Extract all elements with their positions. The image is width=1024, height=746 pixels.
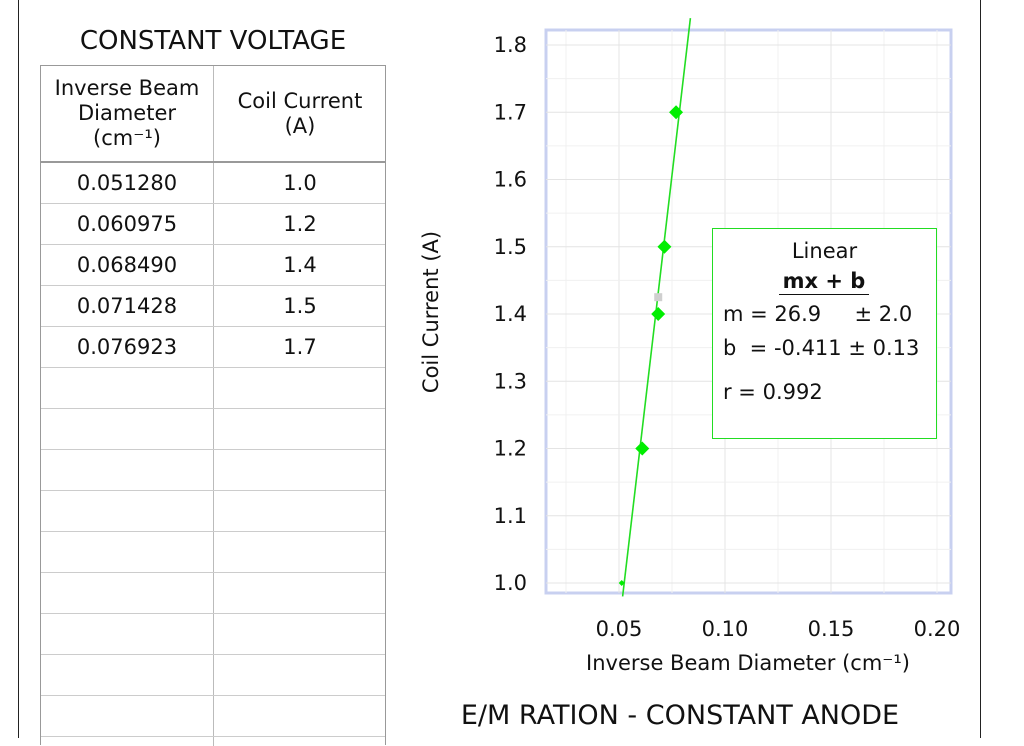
table-row[interactable]	[41, 450, 385, 491]
cell-coil-current[interactable]: 1.4	[283, 253, 317, 277]
data-point	[651, 307, 666, 321]
table-row[interactable]	[41, 573, 385, 614]
y-tick-label: 1.1	[494, 504, 527, 528]
fit-line	[621, 18, 692, 597]
y-tick-label: 1.0	[494, 571, 527, 595]
table-row[interactable]	[41, 368, 385, 409]
x-tick-label: 0.15	[808, 617, 855, 641]
x-axis-label: Inverse Beam Diameter (cm⁻¹)	[586, 651, 910, 675]
cell-coil-current[interactable]: 1.7	[283, 335, 317, 359]
column-divider	[213, 66, 214, 746]
page-edge-right	[980, 0, 981, 738]
cell-coil-current[interactable]: 1.2	[283, 212, 317, 236]
cell-inverse-diameter[interactable]: 0.060975	[76, 212, 178, 236]
table-title: CONSTANT VOLTAGE	[79, 26, 347, 56]
y-tick-label: 1.2	[494, 437, 527, 461]
table-row[interactable]	[41, 409, 385, 450]
cell-coil-current[interactable]: 1.5	[283, 294, 317, 318]
table-row[interactable]: 0.060975 1.2	[41, 204, 385, 245]
fit-slope: m = 26.9 ± 2.0	[723, 302, 913, 326]
table-row[interactable]	[41, 614, 385, 655]
table-row[interactable]	[41, 655, 385, 696]
cell-coil-current[interactable]: 1.0	[283, 171, 317, 195]
page-edge-left	[18, 0, 19, 738]
chart-title: E/M RATION - CONSTANT ANODE	[460, 700, 900, 731]
table-row[interactable]: 0.071428 1.5	[41, 286, 385, 327]
data-table[interactable]: Inverse Beam Diameter (cm⁻¹) Coil Current(…	[40, 65, 386, 746]
cell-inverse-diameter[interactable]: 0.051280	[76, 171, 178, 195]
fit-box[interactable]: Linear mx + b m = 26.9 ± 2.0 b = -0.411 …	[712, 228, 937, 439]
y-tick-label: 1.4	[494, 302, 527, 326]
table-row[interactable]	[41, 532, 385, 573]
data-point	[635, 441, 650, 456]
table-row[interactable]	[41, 491, 385, 532]
fit-correlation: r = 0.992	[723, 380, 823, 404]
x-tick-label: 0.10	[702, 617, 749, 641]
x-tick-label: 0.20	[914, 617, 961, 641]
header-inverse-beam-diameter[interactable]: Inverse Beam Diameter (cm⁻¹)	[54, 76, 200, 150]
y-axis-label: Coil Current (A)	[419, 231, 443, 393]
y-tick-label: 1.6	[494, 168, 527, 192]
fit-intercept: b = -0.411 ± 0.13	[723, 336, 920, 360]
data-point	[669, 105, 684, 120]
cell-inverse-diameter[interactable]: 0.071428	[76, 294, 178, 318]
fit-type: Linear	[791, 239, 858, 263]
table-row[interactable]: 0.068490 1.4	[41, 245, 385, 286]
y-tick-label: 1.7	[494, 100, 527, 124]
y-tick-label: 1.5	[494, 235, 527, 259]
fit-equation: mx + b	[779, 269, 869, 295]
table-header: Inverse Beam Diameter (cm⁻¹) Coil Current(…	[41, 66, 385, 163]
mean-marker	[654, 293, 663, 302]
table-row[interactable]: 0.051280 1.0	[41, 163, 385, 204]
plot-frame	[544, 28, 953, 595]
x-tick-label: 0.05	[596, 617, 643, 641]
data-point	[657, 239, 672, 254]
table-row[interactable]: 0.076923 1.7	[41, 327, 385, 368]
cell-inverse-diameter[interactable]: 0.068490	[76, 253, 178, 277]
cell-inverse-diameter[interactable]: 0.076923	[76, 335, 178, 359]
table-row[interactable]	[41, 696, 385, 737]
y-tick-label: 1.3	[494, 369, 527, 393]
data-point	[618, 580, 625, 586]
y-tick-label: 1.8	[494, 33, 527, 57]
header-coil-current[interactable]: Coil Current (A)	[237, 88, 363, 138]
